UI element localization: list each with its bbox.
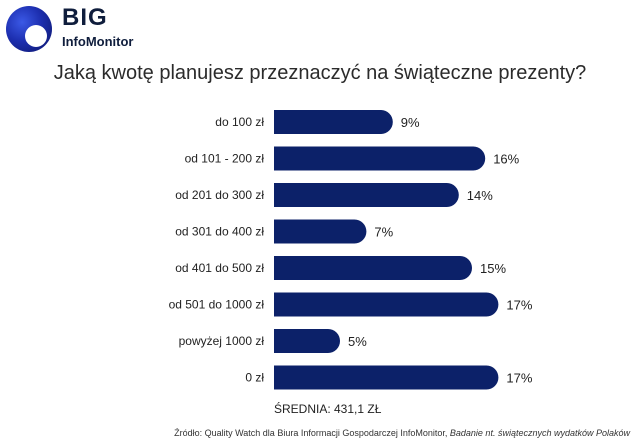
- category-label: od 101 - 200 zł: [185, 152, 265, 166]
- bar: [274, 256, 472, 280]
- logo: BIG InfoMonitor: [6, 4, 206, 56]
- value-label: 17%: [506, 371, 532, 386]
- bar: [274, 292, 499, 317]
- bar: [274, 110, 393, 134]
- value-label: 16%: [493, 152, 519, 167]
- bar: [274, 183, 459, 207]
- value-label: 5%: [348, 334, 367, 349]
- chart-title: Jaką kwotę planujesz przeznaczyć na świą…: [53, 62, 587, 84]
- category-label: powyżej 1000 zł: [179, 334, 265, 348]
- bar: [274, 146, 486, 171]
- logo-sub-text: InfoMonitor: [62, 34, 134, 49]
- logo-mark-inner: [25, 25, 47, 47]
- category-label: od 201 do 300 zł: [175, 188, 264, 202]
- category-label: od 401 do 500 zł: [175, 261, 264, 275]
- category-label: od 301 do 400 zł: [175, 225, 264, 239]
- bar: [274, 219, 367, 244]
- value-label: 9%: [401, 115, 420, 130]
- logo-big-text: BIG: [62, 4, 108, 31]
- logo-mark: [6, 6, 52, 52]
- mean-label: ŚREDNIA: 431,1 ZŁ: [274, 402, 382, 416]
- source-note: Źródło: Quality Watch dla Biura Informac…: [174, 428, 630, 438]
- category-label: od 501 do 1000 zł: [169, 298, 265, 312]
- source-prefix: Źródło: Quality Watch dla Biura Informac…: [174, 428, 450, 438]
- category-label: do 100 zł: [215, 115, 264, 129]
- value-label: 14%: [467, 188, 493, 203]
- bar-chart: do 100 zł 9% od 101 - 200 zł 16% od 201 do 3…: [169, 110, 533, 390]
- bar: [274, 365, 499, 390]
- bar: [274, 329, 340, 353]
- source-italic: Badanie nt. świątecznych wydatków Polakó…: [449, 428, 630, 438]
- value-label: 7%: [374, 225, 393, 240]
- category-label: 0 zł: [245, 371, 264, 385]
- value-label: 15%: [480, 261, 506, 276]
- value-label: 17%: [506, 298, 532, 313]
